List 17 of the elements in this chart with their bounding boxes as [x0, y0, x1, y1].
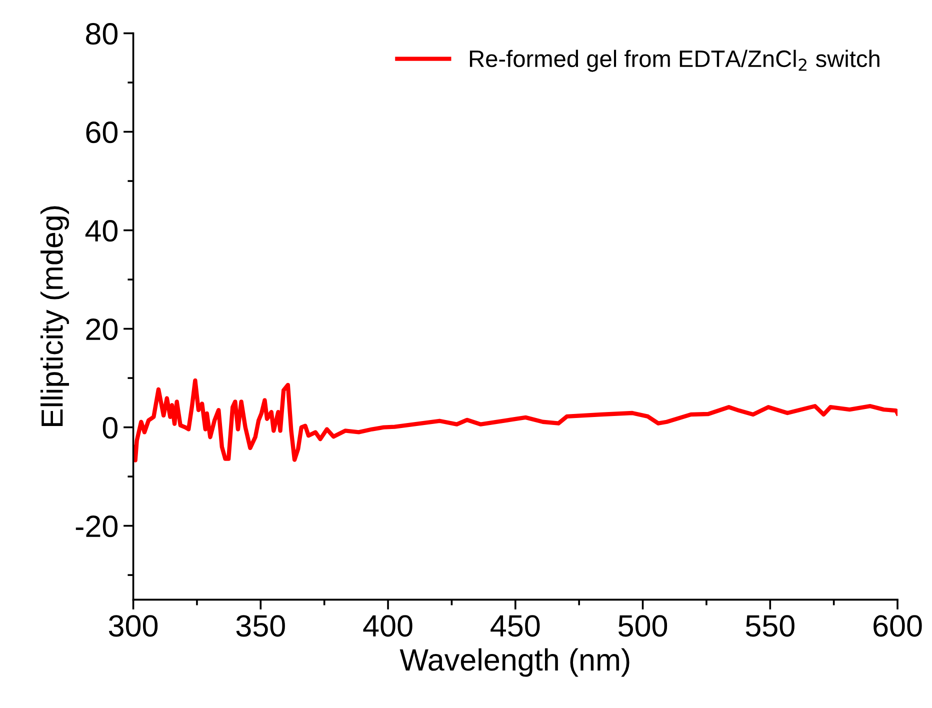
legend-label: Re-formed gel from EDTA/ZnCl$_{2}$ switch: [470, 50, 880, 72]
y-tick-label: 40: [85, 220, 118, 242]
x-axis-title: Wavelength (nm): [400, 648, 630, 677]
line-series: [133, 378, 898, 462]
x-tick-label: 300: [108, 615, 158, 637]
y-tick-label: 60: [86, 122, 118, 144]
x-tick-label: 550: [746, 615, 794, 637]
y-tick-label: -20: [76, 516, 118, 538]
y-tick-label: 80: [86, 23, 118, 45]
y-tick-label: 0: [102, 417, 118, 439]
x-tick-label: 450: [490, 615, 540, 637]
y-axis-title: Ellipticity (mdeg): [40, 206, 69, 426]
x-tick-label: 500: [618, 615, 668, 637]
x-tick-label: 600: [874, 615, 922, 637]
y-tick-label: 20: [86, 318, 118, 340]
x-tick-label: 350: [236, 615, 285, 637]
x-tick-label: 400: [363, 615, 412, 637]
